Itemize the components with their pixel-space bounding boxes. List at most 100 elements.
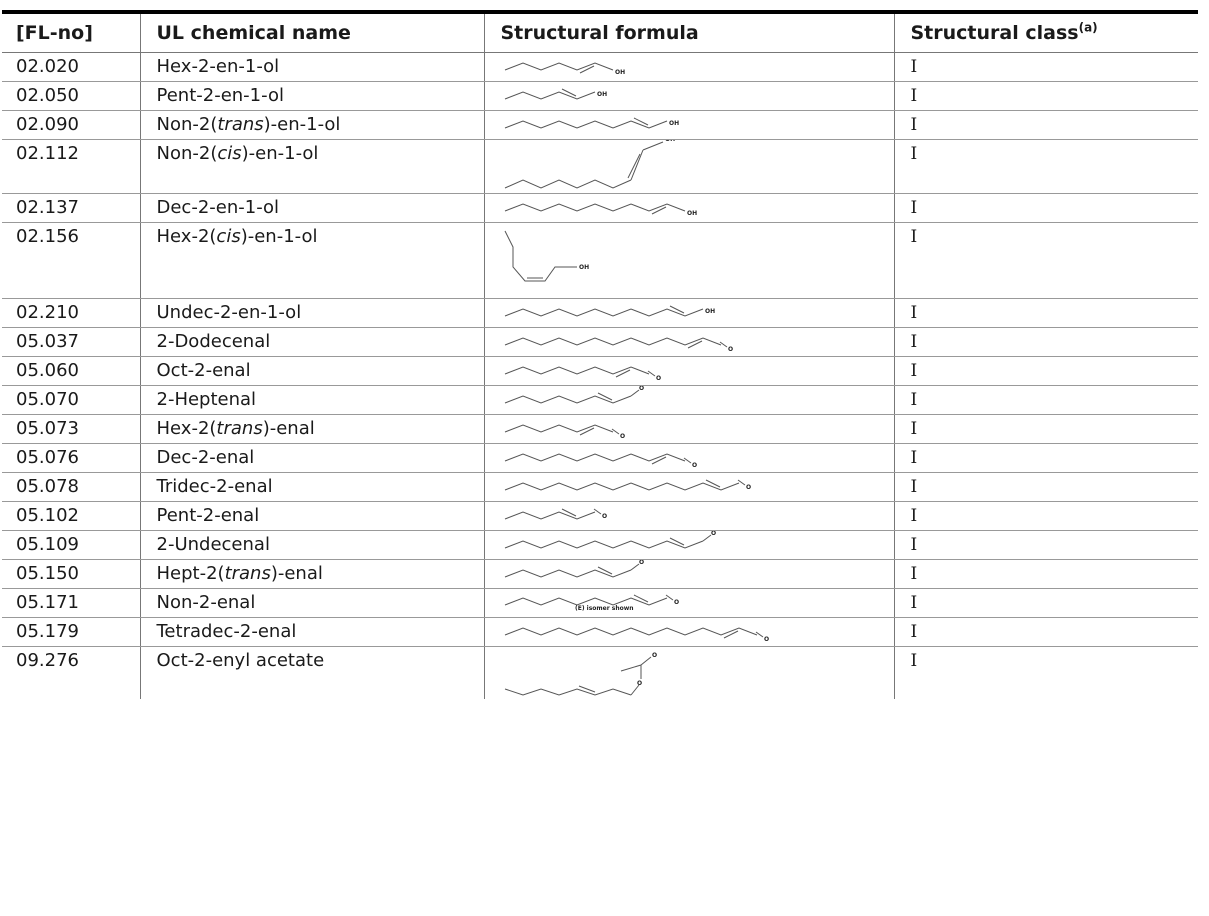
footnote-marker: (a) — [1078, 20, 1098, 35]
structural-class-cell: I — [893, 356, 1198, 386]
fl-no-cell: 02.050 — [2, 81, 140, 111]
carbon-chain-bond — [504, 688, 631, 696]
fl-no-cell: 05.060 — [2, 356, 140, 386]
oct-2-enal-structure: O — [504, 366, 661, 382]
table-row: 05.078 Tridec-2-enal O I — [2, 472, 1198, 502]
table-row: 05.060 Oct-2-enal O I — [2, 356, 1198, 386]
chemical-name-cell: Tetradec-2-enal — [139, 617, 484, 647]
hex-2-en-1-ol-structure: OH — [504, 62, 625, 76]
structural-formula-cell: O — [483, 385, 894, 415]
table-row: 09.276 Oct-2-enyl acetate O O I — [2, 646, 1198, 699]
structural-class-cell: I — [893, 193, 1198, 223]
header-row: [FL-no] UL chemical name Structural form… — [2, 14, 1198, 53]
name-part: Non-2( — [156, 114, 218, 135]
name-part: Dec-2-enal — [156, 447, 255, 468]
fl-no-cell: 09.276 — [16, 650, 79, 671]
carbonyl-bond — [630, 563, 639, 571]
table-row: 05.171 Non-2-enal O (E) isomer shown I — [2, 588, 1198, 618]
2-dodecenal-structure: O — [504, 337, 733, 353]
table-row: 02.137 Dec-2-en-1-ol OH I — [2, 193, 1198, 223]
name-part: 2-Dodecenal — [156, 331, 271, 352]
double-bond — [705, 479, 720, 488]
carbon-chain-bond — [504, 482, 739, 491]
carbon-chain-bond — [504, 597, 667, 606]
carbonyl-bond — [665, 594, 673, 601]
name-part: Pent-2-en-1-ol — [156, 85, 284, 106]
double-bond — [723, 630, 738, 639]
structural-formula-cell: OH — [483, 193, 894, 223]
structural-formula-cell: O — [483, 414, 894, 444]
fl-no-cell: 02.020 — [2, 52, 140, 82]
hydroxyl-label: OH — [669, 120, 679, 127]
structural-class-cell: I — [893, 327, 1198, 357]
carbonyl-oxygen-label: O — [764, 636, 769, 643]
chemical-name-cell: Pent-2-en-1-ol — [139, 81, 484, 111]
non-2-cis-en-1-ol-structure: OH — [504, 140, 675, 189]
fl-no-cell: 05.078 — [2, 472, 140, 502]
header-structural-formula: Structural formula — [483, 14, 894, 53]
fl-no-cell: 05.037 — [2, 327, 140, 357]
name-part: )-enal — [262, 418, 315, 439]
name-part: Hex-2-en-1-ol — [156, 56, 280, 77]
structural-formula-cell: OH — [483, 81, 894, 111]
carbonyl-bond — [719, 341, 727, 348]
carbonyl-oxygen-label: O — [656, 375, 661, 382]
name-part: Non-2-enal — [156, 592, 256, 613]
chemical-name-cell: Dec-2-en-1-ol — [139, 193, 484, 223]
hydroxyl-label: OH — [579, 264, 589, 271]
fl-no-cell: 05.109 — [2, 530, 140, 560]
carbon-chain-bond — [504, 366, 649, 375]
structural-formula-cell: OH — [483, 298, 894, 328]
double-bond — [561, 88, 576, 97]
undec-2-en-1-ol-structure: OH — [504, 305, 715, 317]
structural-class-cell: I — [893, 646, 1198, 699]
carbon-chain-bond — [504, 511, 595, 520]
dec-2-en-1-ol-structure: OH — [504, 203, 697, 217]
structural-class-cell: I — [893, 222, 1198, 299]
structural-class-cell: I — [893, 52, 1198, 82]
hex-2-trans-enal-structure: O — [504, 424, 625, 440]
chemical-name-cell: Pent-2-enal — [139, 501, 484, 531]
header-chemical-name: UL chemical name — [139, 14, 484, 53]
chemical-name-cell: 2-Undecenal — [139, 530, 484, 560]
double-bond — [633, 117, 648, 126]
carbonyl-bond — [630, 389, 639, 397]
table-row: 02.020 Hex-2-en-1-ol OH I — [2, 52, 1198, 82]
double-bond — [627, 153, 640, 179]
carbonyl-oxygen-label: O — [674, 599, 679, 606]
structural-formula-cell: O — [483, 559, 894, 589]
structural-formula-cell: O — [483, 443, 894, 473]
carbon-chain-bond — [504, 337, 721, 346]
name-part: Dec-2-en-1-ol — [156, 197, 280, 218]
double-bond — [630, 149, 643, 181]
carbon-chain-bond — [504, 203, 685, 212]
carbonyl-bond — [737, 479, 745, 486]
carbon-chain-bond — [504, 179, 631, 189]
double-bond — [651, 206, 666, 215]
carbonyl-oxygen-label: O — [728, 346, 733, 353]
hydroxyl-label: OH — [687, 210, 697, 217]
structural-formula-cell: O — [483, 501, 894, 531]
double-bond — [651, 456, 666, 465]
table-row: 05.102 Pent-2-enal O I — [2, 501, 1198, 531]
chemical-name-cell: Hept-2(trans)-enal — [139, 559, 484, 589]
fl-no-cell: 02.112 — [2, 139, 140, 194]
name-part: 2-Heptenal — [156, 389, 257, 410]
chemical-name-cell: Oct-2-enyl acetate — [139, 646, 484, 699]
chemical-name-cell: Non-2(trans)-en-1-ol — [139, 110, 484, 140]
table-row: 05.150 Hept-2(trans)-enal O I — [2, 559, 1198, 589]
chemical-name-cell: Undec-2-en-1-ol — [139, 298, 484, 328]
name-part: Oct-2-enyl acetate — [156, 650, 325, 671]
isomer-descriptor: trans — [217, 114, 264, 135]
name-part: Hex-2( — [156, 418, 217, 439]
name-part: Oct-2-enal — [156, 360, 251, 381]
structural-class-cell: I — [893, 414, 1198, 444]
structural-class-cell: I — [893, 110, 1198, 140]
pent-2-en-1-ol-structure: OH — [504, 88, 607, 100]
structural-class-cell: I — [893, 298, 1198, 328]
table-row: 02.050 Pent-2-en-1-ol OH I — [2, 81, 1198, 111]
hept-2-trans-enal-structure: O — [504, 560, 644, 578]
structural-class-cell: I — [893, 443, 1198, 473]
carbonyl-oxygen-label: O — [652, 652, 657, 659]
